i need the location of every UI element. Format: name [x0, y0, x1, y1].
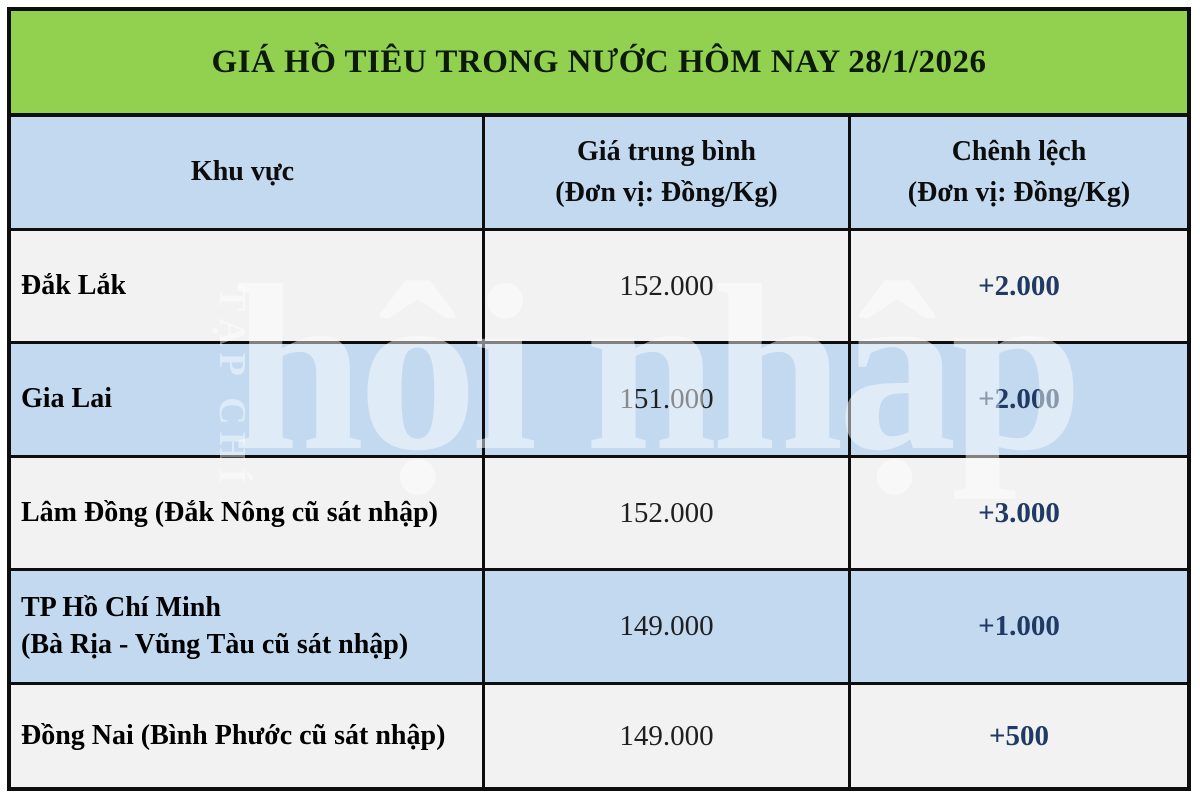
- change-value: +2.000: [978, 269, 1060, 302]
- price-cell: 149.000: [485, 571, 851, 682]
- header-change-unit: (Đơn vị: Đồng/Kg): [907, 176, 1131, 208]
- header-cell-region: Khu vực: [11, 117, 485, 228]
- region-cell: Đồng Nai (Bình Phước cũ sát nhập): [11, 685, 485, 787]
- region-name: Gia Lai: [21, 383, 113, 415]
- table-row: Gia Lai 151.000 +2.000: [11, 344, 1187, 458]
- change-cell: +2.000: [851, 231, 1187, 341]
- change-value: +1.000: [978, 610, 1060, 642]
- price-cell: 152.000: [485, 231, 851, 341]
- price-value: 149.000: [619, 610, 714, 642]
- region-cell: Đắk Lắk: [11, 231, 485, 341]
- price-value: 152.000: [619, 269, 714, 302]
- change-cell: +3.000: [851, 458, 1187, 568]
- table-title: GIÁ HỒ TIÊU TRONG NƯỚC HÔM NAY 28/1/2026: [11, 11, 1187, 117]
- region-name: TP Hồ Chí Minh: [21, 592, 221, 624]
- price-cell: 152.000: [485, 458, 851, 568]
- price-table: GIÁ HỒ TIÊU TRONG NƯỚC HÔM NAY 28/1/2026…: [7, 7, 1191, 791]
- change-cell: +500: [851, 685, 1187, 787]
- region-name: Đắk Lắk: [21, 269, 127, 301]
- header-cell-change: Chênh lệch (Đơn vị: Đồng/Kg): [851, 117, 1187, 228]
- change-cell: +2.000: [851, 344, 1187, 455]
- header-row: Khu vực Giá trung bình (Đơn vị: Đồng/Kg)…: [11, 117, 1187, 231]
- region-cell: TP Hồ Chí Minh (Bà Rịa - Vũng Tàu cũ sát…: [11, 571, 485, 682]
- region-cell: Gia Lai: [11, 344, 485, 455]
- region-name: Đồng Nai (Bình Phước cũ sát nhập): [21, 719, 446, 751]
- change-cell: +1.000: [851, 571, 1187, 682]
- price-value: 149.000: [619, 719, 714, 752]
- table-row: Lâm Đồng (Đắk Nông cũ sát nhập) 152.000 …: [11, 458, 1187, 571]
- header-price-unit: (Đơn vị: Đồng/Kg): [555, 176, 778, 208]
- price-cell: 151.000: [485, 344, 851, 455]
- price-value: 152.000: [619, 496, 714, 529]
- table-row: TP Hồ Chí Minh (Bà Rịa - Vũng Tàu cũ sát…: [11, 571, 1187, 685]
- price-value: 151.000: [619, 383, 714, 415]
- header-cell-price: Giá trung bình (Đơn vị: Đồng/Kg): [485, 117, 851, 228]
- change-value: +3.000: [978, 496, 1060, 529]
- table-row: Đồng Nai (Bình Phước cũ sát nhập) 149.00…: [11, 685, 1187, 787]
- region-name: Lâm Đồng (Đắk Nông cũ sát nhập): [21, 496, 438, 528]
- header-region-label: Khu vực: [190, 156, 295, 188]
- region-cell: Lâm Đồng (Đắk Nông cũ sát nhập): [11, 458, 485, 568]
- header-price-label: Giá trung bình: [577, 135, 756, 167]
- header-change-label: Chênh lệch: [951, 135, 1087, 167]
- change-value: +2.000: [978, 383, 1060, 415]
- region-name-line2: (Bà Rịa - Vũng Tàu cũ sát nhập): [21, 628, 409, 660]
- price-cell: 149.000: [485, 685, 851, 787]
- change-value: +500: [988, 719, 1050, 752]
- table-row: Đắk Lắk 152.000 +2.000: [11, 231, 1187, 344]
